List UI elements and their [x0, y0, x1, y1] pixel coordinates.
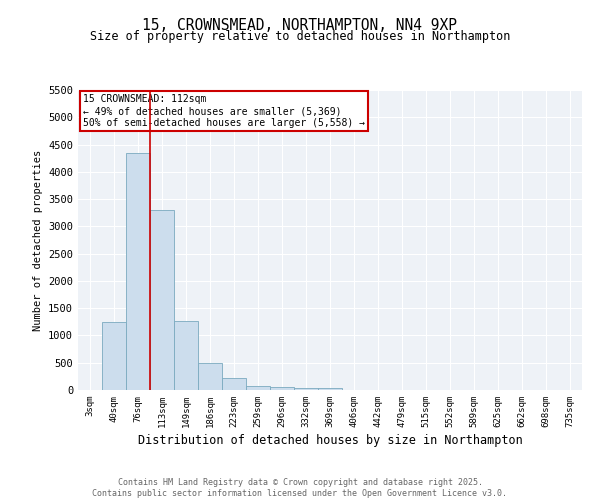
Text: Contains HM Land Registry data © Crown copyright and database right 2025.
Contai: Contains HM Land Registry data © Crown c…	[92, 478, 508, 498]
Text: Size of property relative to detached houses in Northampton: Size of property relative to detached ho…	[90, 30, 510, 43]
Bar	[222, 378, 246, 390]
Bar	[174, 320, 198, 390]
Y-axis label: Number of detached properties: Number of detached properties	[32, 150, 43, 330]
Text: 15, CROWNSMEAD, NORTHAMPTON, NN4 9XP: 15, CROWNSMEAD, NORTHAMPTON, NN4 9XP	[143, 18, 458, 32]
Bar	[294, 388, 318, 390]
Bar	[126, 152, 150, 390]
Bar	[246, 386, 270, 390]
Text: 15 CROWNSMEAD: 112sqm
← 49% of detached houses are smaller (5,369)
50% of semi-d: 15 CROWNSMEAD: 112sqm ← 49% of detached …	[83, 94, 365, 128]
Bar	[198, 362, 222, 390]
Bar	[150, 210, 174, 390]
Bar	[270, 388, 294, 390]
X-axis label: Distribution of detached houses by size in Northampton: Distribution of detached houses by size …	[137, 434, 523, 447]
Bar	[318, 388, 342, 390]
Bar	[102, 322, 126, 390]
